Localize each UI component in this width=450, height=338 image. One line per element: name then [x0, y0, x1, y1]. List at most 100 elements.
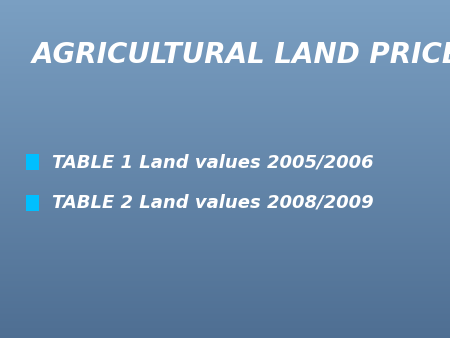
Bar: [0, 81, 450, 83]
Bar: [0, 306, 450, 308]
Bar: [0, 292, 450, 294]
Bar: [0, 259, 450, 260]
Bar: [0, 128, 450, 130]
Bar: [0, 254, 450, 255]
Bar: [0, 88, 450, 90]
Bar: [0, 152, 450, 154]
Bar: [0, 316, 450, 318]
Bar: [0, 308, 450, 309]
Bar: [0, 57, 450, 59]
Bar: [0, 135, 450, 137]
Bar: [0, 184, 450, 186]
Bar: [0, 164, 450, 166]
Bar: [0, 174, 450, 176]
Bar: [0, 203, 450, 204]
Text: AGRICULTURAL LAND PRICES: AGRICULTURAL LAND PRICES: [32, 41, 450, 69]
Bar: [0, 8, 450, 10]
Bar: [0, 139, 450, 140]
Bar: [0, 0, 450, 2]
Bar: [0, 286, 450, 287]
Bar: [0, 19, 450, 20]
Text: TABLE 2 Land values 2008/2009: TABLE 2 Land values 2008/2009: [52, 194, 374, 212]
Bar: [0, 237, 450, 238]
Bar: [0, 198, 450, 199]
Bar: [0, 296, 450, 297]
Bar: [0, 304, 450, 306]
Bar: [0, 37, 450, 39]
Bar: [0, 132, 450, 134]
Bar: [0, 204, 450, 206]
Bar: [0, 311, 450, 313]
Bar: [0, 56, 450, 57]
Bar: [0, 105, 450, 106]
Bar: [0, 264, 450, 265]
Bar: [0, 140, 450, 142]
Bar: [0, 22, 450, 24]
Bar: [0, 313, 450, 314]
Bar: [0, 83, 450, 84]
Bar: [0, 2, 450, 3]
Bar: [0, 191, 450, 193]
Bar: [0, 309, 450, 311]
Bar: [0, 142, 450, 144]
Bar: [0, 95, 450, 96]
Bar: [0, 260, 450, 262]
Bar: [0, 245, 450, 247]
Bar: [0, 289, 450, 291]
Bar: [0, 3, 450, 5]
Bar: [0, 265, 450, 267]
Bar: [0, 108, 450, 110]
Bar: [0, 5, 450, 7]
Bar: [0, 123, 450, 125]
Bar: [0, 35, 450, 37]
Bar: [0, 225, 450, 226]
Bar: [0, 171, 450, 172]
Bar: [0, 127, 450, 128]
Bar: [0, 44, 450, 46]
Bar: [0, 49, 450, 51]
Bar: [0, 10, 450, 12]
Bar: [0, 282, 450, 284]
Bar: [0, 120, 450, 122]
Bar: [0, 149, 450, 150]
Bar: [0, 213, 450, 215]
Bar: [0, 255, 450, 257]
Bar: [0, 91, 450, 93]
Bar: [0, 294, 450, 296]
Bar: [0, 115, 450, 117]
Bar: [0, 218, 450, 220]
Bar: [0, 326, 450, 328]
Bar: [0, 100, 450, 101]
Bar: [0, 32, 450, 34]
Bar: [0, 176, 450, 177]
Bar: [0, 193, 450, 194]
Bar: [0, 201, 450, 203]
Bar: [0, 54, 450, 56]
Bar: [0, 270, 450, 272]
Bar: [0, 34, 450, 35]
Bar: [0, 318, 450, 319]
Bar: [0, 46, 450, 47]
Bar: [0, 267, 450, 269]
Bar: [0, 301, 450, 303]
Bar: [0, 101, 450, 103]
Bar: [0, 112, 450, 113]
Bar: [0, 183, 450, 184]
Bar: [0, 247, 450, 248]
Bar: [0, 90, 450, 91]
Bar: [0, 330, 450, 331]
Bar: [0, 66, 450, 68]
Bar: [0, 144, 450, 145]
Text: TABLE 1 Land values 2005/2006: TABLE 1 Land values 2005/2006: [52, 153, 374, 171]
Bar: [0, 150, 450, 152]
Bar: [0, 30, 450, 32]
Bar: [0, 242, 450, 243]
Bar: [0, 235, 450, 237]
Bar: [0, 68, 450, 69]
Bar: [0, 277, 450, 279]
Bar: [0, 248, 450, 250]
Bar: [0, 147, 450, 149]
Bar: [0, 272, 450, 274]
Bar: [0, 319, 450, 321]
Bar: [0, 117, 450, 118]
